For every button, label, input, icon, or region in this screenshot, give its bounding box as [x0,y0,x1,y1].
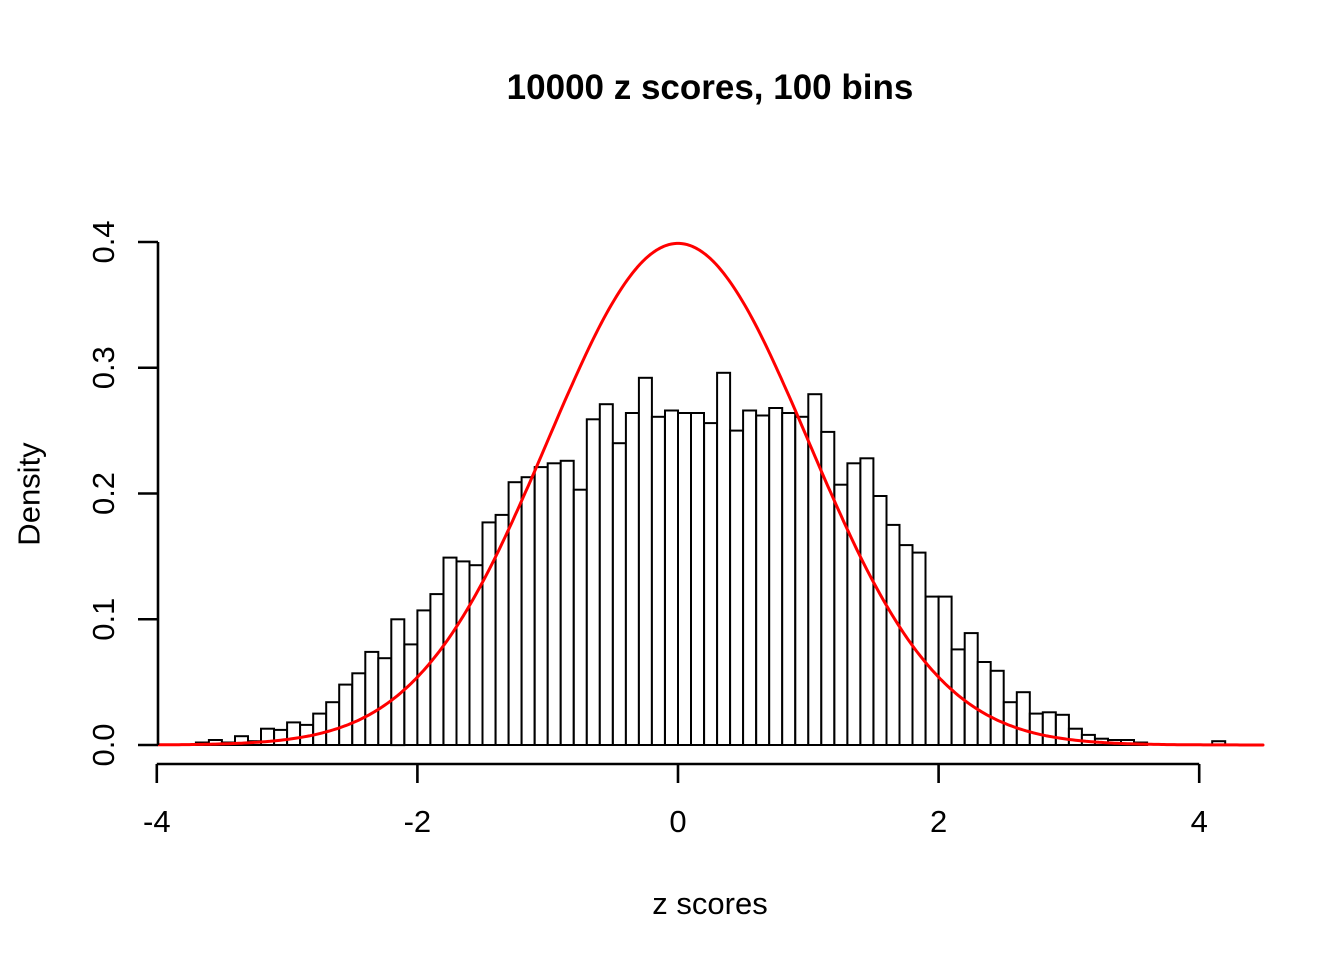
histogram-bar [976,661,992,746]
histogram-bar [859,457,875,746]
histogram-bar [481,521,497,747]
x-tick-label: 2 [930,804,947,839]
histogram-bar [338,683,354,746]
y-tick-label: 0.1 [86,598,121,641]
histogram-bar [559,459,575,746]
histogram-bar [650,415,666,746]
histogram-bar [325,701,341,747]
histogram-bar [507,481,523,746]
x-tick-label: -2 [404,804,432,839]
x-tick-label: 4 [1191,804,1208,839]
histogram-bar [416,609,432,747]
histogram-bar [716,371,732,746]
histogram-bar [546,462,562,746]
histogram-bar [442,556,458,746]
histogram-bar [703,422,719,746]
histogram-bar [872,495,888,746]
histogram-bar [637,376,653,746]
histogram-bars [194,371,1227,747]
histogram-bar [585,418,601,746]
y-tick-label: 0.3 [86,346,121,389]
histogram-bar [1015,691,1031,747]
histogram-bar [455,560,471,747]
y-axis: 0.0 0.1 0.2 0.3 0.4 [86,220,160,767]
y-tick-label: 0.0 [86,723,121,766]
histogram-bar [690,412,705,746]
histogram-bar [768,407,784,746]
chart-title: 10000 z scores, 100 bins [506,68,914,107]
histogram-bar [1028,712,1044,746]
histogram-bar [1041,711,1057,746]
histogram-bar [533,466,549,746]
histogram-bar [273,728,289,747]
histogram-bar [364,650,380,747]
histogram-bar [729,429,745,746]
histogram-bar [989,669,1005,746]
histogram-bar [520,476,536,746]
histogram-bar [742,409,758,746]
histogram-bar [598,403,614,746]
histogram-bar [351,672,367,746]
y-axis-label: Density [11,442,47,546]
x-axis-label: z scores [652,886,768,921]
histogram-bar [846,462,862,746]
histogram-bar [286,721,302,747]
histogram-bar [963,632,979,746]
histogram-bar [390,618,406,747]
histogram-bar [937,595,953,746]
histogram-bar [677,412,692,746]
x-tick-label: 0 [669,804,686,839]
histogram-bar [624,412,640,746]
histogram-bar [781,412,797,746]
histogram-bar [611,442,627,746]
histogram-bar [664,409,679,746]
histogram-bar [755,414,771,746]
normal-curve [156,241,1265,747]
histogram-bar [885,523,901,747]
y-tick-label: 0.4 [86,220,121,263]
x-tick-label: -4 [143,804,171,839]
histogram-bar [312,712,328,746]
histogram-bar [403,643,419,747]
y-tick-label: 0.2 [86,472,121,515]
x-axis: -4 -2 0 2 4 [143,762,1208,839]
histogram-bar [1067,727,1083,747]
histogram-bar [572,488,588,747]
histogram-bar [794,415,810,746]
histogram-bar [429,593,445,746]
